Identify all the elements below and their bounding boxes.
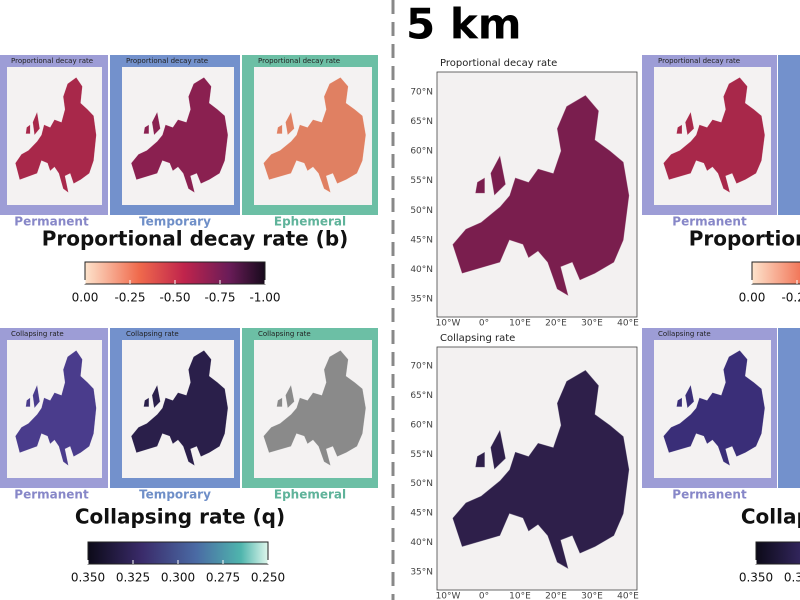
panel-label: Permanent [14,488,89,502]
colorbar [755,541,800,565]
colorbar-label: 0.350 [739,571,773,585]
section-title: Proportional decay rate (b) [689,227,800,251]
lon-label: 40°E [617,592,639,600]
panel-label: Permanent [672,215,747,229]
lat-label: 50°N [410,479,433,489]
panel-title: Collapsing rate [258,330,311,338]
lat-label: 50°N [410,206,433,216]
lon-label: 10°W [436,592,461,600]
section-title: Collapsing rate (q) [741,505,800,529]
lat-label: 40°N [410,265,433,275]
lon-label: 0° [479,592,489,600]
colorbar-label: 0.00 [739,291,766,305]
lon-label: 30°E [581,592,603,600]
lat-label: 45°N [410,509,433,519]
colorbar-label: 0.300 [161,571,195,585]
colorbar-label: -0.75 [204,291,235,305]
colorbar-label: -0.50 [159,291,190,305]
map-title: Collapsing rate [440,333,515,344]
panel-label: Ephemeral [274,215,346,229]
lat-label: 40°N [410,538,433,548]
colorbar-label: -1.00 [249,291,280,305]
lat-label: 35°N [410,568,433,578]
panel-title: Proportional decay rate [11,57,93,65]
lat-label: 55°N [410,450,433,460]
section-title: Collapsing rate (q) [75,505,285,529]
panel-frame [778,55,800,215]
lon-label: 10°E [509,592,531,600]
colorbar-label: 0.350 [71,571,105,585]
panel-title: Proportional decay rate [258,57,340,65]
panel-title: Proportional decay rate [658,57,740,65]
panel-label: Ephemeral [274,488,346,502]
lat-label: 65°N [410,117,433,127]
panel-label: Temporary [139,215,211,229]
colorbar-label: 0.275 [206,571,240,585]
lat-label: 65°N [410,391,433,401]
lat-label: 60°N [410,147,433,157]
lon-label: 30°E [581,319,603,329]
panel-title: Proportional decay rate [126,57,208,65]
lat-label: 55°N [410,176,433,186]
lon-label: 20°E [545,592,567,600]
heading: 5 km [406,0,522,49]
colorbar-label: 0.325 [784,571,800,585]
map-title: Proportional decay rate [440,58,557,69]
colorbar [751,261,800,285]
lat-label: 70°N [410,88,433,98]
lat-label: 35°N [410,295,433,305]
lon-label: 0° [479,319,489,329]
panel-label: Permanent [14,215,89,229]
panel-label: Temporary [139,488,211,502]
colorbar-label: 0.00 [72,291,99,305]
lon-label: 10°E [509,319,531,329]
section-title: Proportional decay rate (b) [42,227,349,251]
lon-label: 10°W [436,319,461,329]
lat-label: 45°N [410,235,433,245]
panel-title: Collapsing rate [11,330,64,338]
lon-label: 40°E [617,319,639,329]
panel-title: Collapsing rate [126,330,179,338]
lat-label: 60°N [410,420,433,430]
colorbar-label: 0.250 [251,571,285,585]
panel-frame [778,328,800,488]
lon-label: 20°E [545,319,567,329]
colorbar-label: -0.25 [781,291,800,305]
lat-label: 70°N [410,362,433,372]
panel-title: Collapsing rate [658,330,711,338]
colorbar-label: -0.25 [114,291,145,305]
colorbar-label: 0.325 [116,571,150,585]
panel-label: Permanent [672,488,747,502]
